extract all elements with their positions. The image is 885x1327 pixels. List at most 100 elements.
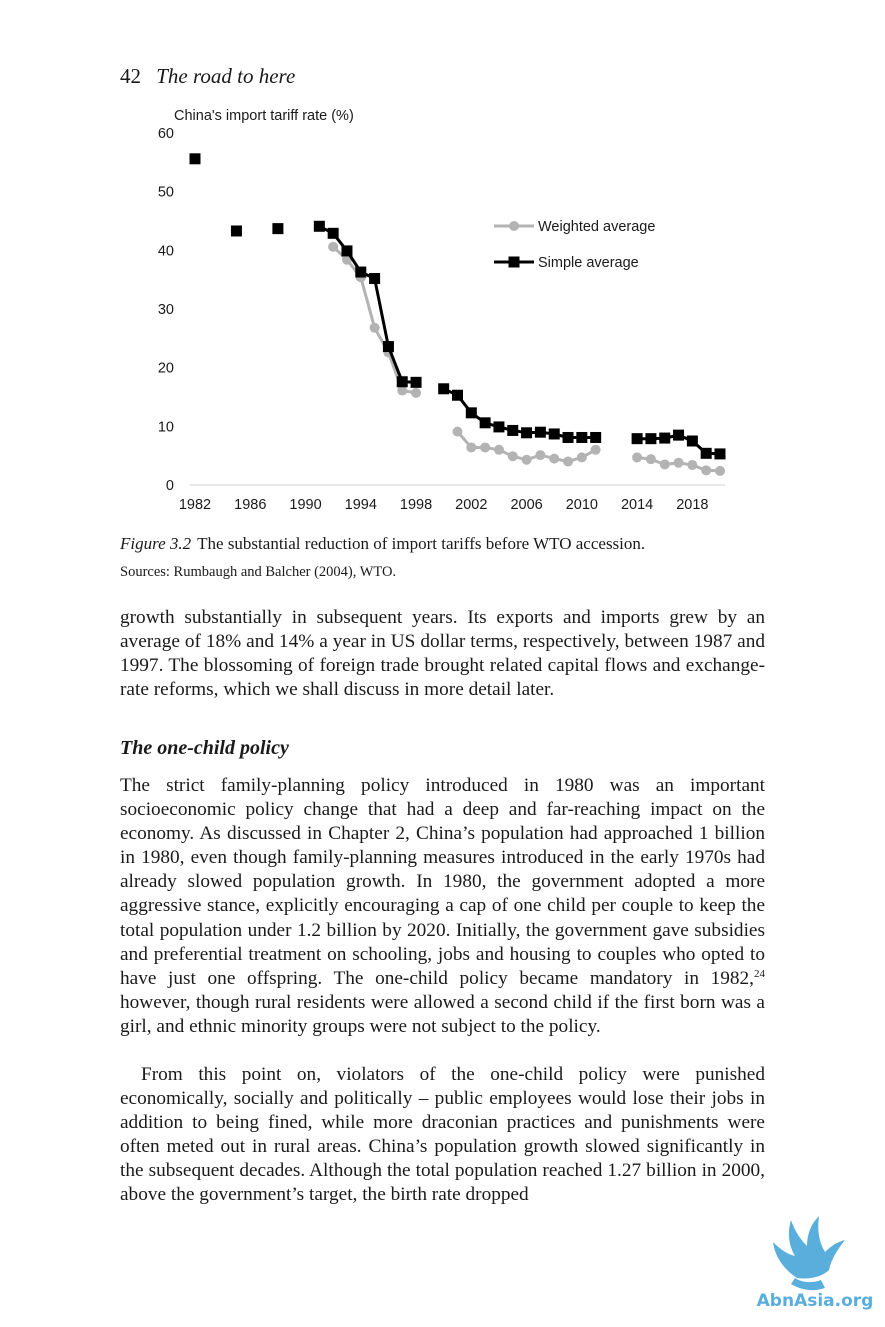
- data-point-simple-average: [548, 428, 560, 440]
- paragraph-enforcement: From this point on, violators of the one…: [120, 1064, 765, 1206]
- figure-sources: Sources: Rumbaugh and Balcher (2004), WT…: [120, 564, 397, 580]
- figure-caption-text: The substantial reduction of import tari…: [197, 534, 646, 553]
- data-point-weighted-average: [701, 465, 712, 476]
- data-point-weighted-average: [535, 450, 546, 461]
- data-point-simple-average: [410, 376, 422, 388]
- y-tick-label: 30: [158, 302, 174, 318]
- data-point-weighted-average: [673, 457, 684, 468]
- data-point-simple-average: [686, 435, 698, 447]
- legend-item-weighted-average: Weighted average: [494, 219, 655, 235]
- running-title: The road to here: [156, 64, 296, 88]
- page-number: 42: [120, 64, 141, 88]
- data-point-weighted-average: [659, 459, 670, 470]
- data-point-simple-average: [327, 227, 339, 239]
- data-point-simple-average: [673, 429, 685, 441]
- paragraph-family-planning-part-1: The strict family-planning policy introd…: [120, 775, 765, 989]
- data-point-simple-average: [189, 153, 201, 165]
- data-point-simple-average: [700, 447, 712, 459]
- data-point-weighted-average: [632, 452, 643, 463]
- data-point-simple-average: [355, 266, 367, 278]
- data-point-weighted-average: [687, 460, 698, 471]
- data-point-weighted-average: [480, 442, 491, 453]
- y-tick-label: 0: [166, 478, 174, 494]
- data-point-simple-average: [534, 426, 546, 438]
- data-point-simple-average: [396, 376, 408, 388]
- data-point-weighted-average: [369, 322, 380, 333]
- data-point-simple-average: [341, 245, 353, 257]
- figure-label: Figure 3.2: [120, 534, 192, 553]
- data-point-weighted-average: [452, 426, 463, 437]
- abnasia-watermark: AbnAsia.org: [757, 1216, 874, 1311]
- data-point-simple-average: [562, 431, 574, 443]
- figure-caption: Figure 3.2 The substantial reduction of i…: [120, 534, 770, 554]
- data-point-simple-average: [714, 448, 726, 460]
- watermark-text: AbnAsia.org: [757, 1291, 874, 1311]
- x-tick-label: 2006: [510, 497, 542, 513]
- x-tick-label: 1998: [400, 497, 432, 513]
- data-point-weighted-average: [563, 456, 574, 467]
- legend-marker-simple: [508, 256, 520, 268]
- page-header: 42 The road to here: [120, 64, 295, 89]
- footnote-reference[interactable]: 24: [754, 967, 765, 980]
- series-layer: [189, 153, 726, 476]
- x-tick-label: 1986: [234, 497, 266, 513]
- y-axis: 0 10 20 30 40 50 60: [158, 126, 174, 494]
- data-point-simple-average: [230, 225, 242, 237]
- data-point-simple-average: [507, 424, 519, 436]
- series-simple-average: [189, 153, 726, 460]
- data-point-simple-average: [645, 433, 657, 445]
- paragraph-family-planning-part-2: however, though rural residents were all…: [120, 991, 765, 1037]
- section-heading: The one-child policy: [120, 737, 289, 759]
- legend-label-simple: Simple average: [538, 255, 639, 271]
- x-tick-label: 1990: [289, 497, 321, 513]
- legend-marker-weighted: [509, 221, 519, 231]
- data-point-weighted-average: [590, 444, 601, 455]
- data-point-weighted-average: [397, 385, 408, 396]
- chart-title: China's import tariff rate (%): [174, 108, 354, 124]
- x-axis: 1982 1986 1990 1994 1998 2002 2006 2010 2014 2018: [179, 497, 709, 513]
- x-tick-label: 2010: [566, 497, 598, 513]
- data-point-simple-average: [521, 427, 533, 439]
- x-tick-label: 2002: [455, 497, 487, 513]
- data-point-simple-average: [438, 383, 450, 395]
- y-tick-label: 10: [158, 419, 174, 435]
- data-point-simple-average: [465, 407, 477, 419]
- data-point-weighted-average: [521, 454, 532, 465]
- x-tick-label: 2014: [621, 497, 653, 513]
- eagle-icon: [773, 1216, 845, 1291]
- data-point-simple-average: [313, 220, 325, 232]
- x-tick-label: 2018: [676, 497, 708, 513]
- data-point-simple-average: [631, 433, 643, 445]
- series-line-weighted-average: [332, 245, 417, 395]
- data-point-simple-average: [590, 431, 602, 443]
- legend: Weighted average Simple average: [494, 219, 655, 271]
- paragraph-family-planning: The strict family-planning policy introd…: [120, 774, 765, 1039]
- x-tick-label: 1982: [179, 497, 211, 513]
- data-point-weighted-average: [715, 465, 725, 476]
- data-point-simple-average: [493, 421, 505, 433]
- data-point-weighted-average: [328, 241, 339, 252]
- data-point-weighted-average: [549, 453, 560, 464]
- data-point-simple-average: [576, 431, 588, 443]
- y-tick-label: 50: [158, 185, 174, 201]
- legend-item-simple-average: Simple average: [494, 255, 639, 271]
- data-point-weighted-average: [493, 444, 504, 455]
- data-point-simple-average: [272, 223, 284, 235]
- legend-label-weighted: Weighted average: [538, 219, 655, 235]
- data-point-weighted-average: [507, 451, 518, 462]
- tariff-chart: China's import tariff rate (%) 0 10 20 30 40…: [158, 108, 726, 513]
- data-point-simple-average: [452, 389, 463, 401]
- data-point-weighted-average: [576, 452, 587, 463]
- data-point-weighted-average: [466, 442, 477, 453]
- paragraph-trade-growth: growth substantially in subsequent years…: [120, 607, 765, 701]
- data-point-simple-average: [659, 432, 671, 444]
- data-point-weighted-average: [411, 387, 422, 398]
- data-point-weighted-average: [645, 454, 656, 465]
- data-point-simple-average: [479, 417, 491, 429]
- y-tick-label: 20: [158, 361, 174, 377]
- x-tick-label: 1994: [345, 497, 377, 513]
- data-point-simple-average: [382, 341, 394, 353]
- y-tick-label: 40: [158, 243, 174, 259]
- y-tick-label: 60: [158, 126, 174, 142]
- data-point-simple-average: [369, 272, 381, 284]
